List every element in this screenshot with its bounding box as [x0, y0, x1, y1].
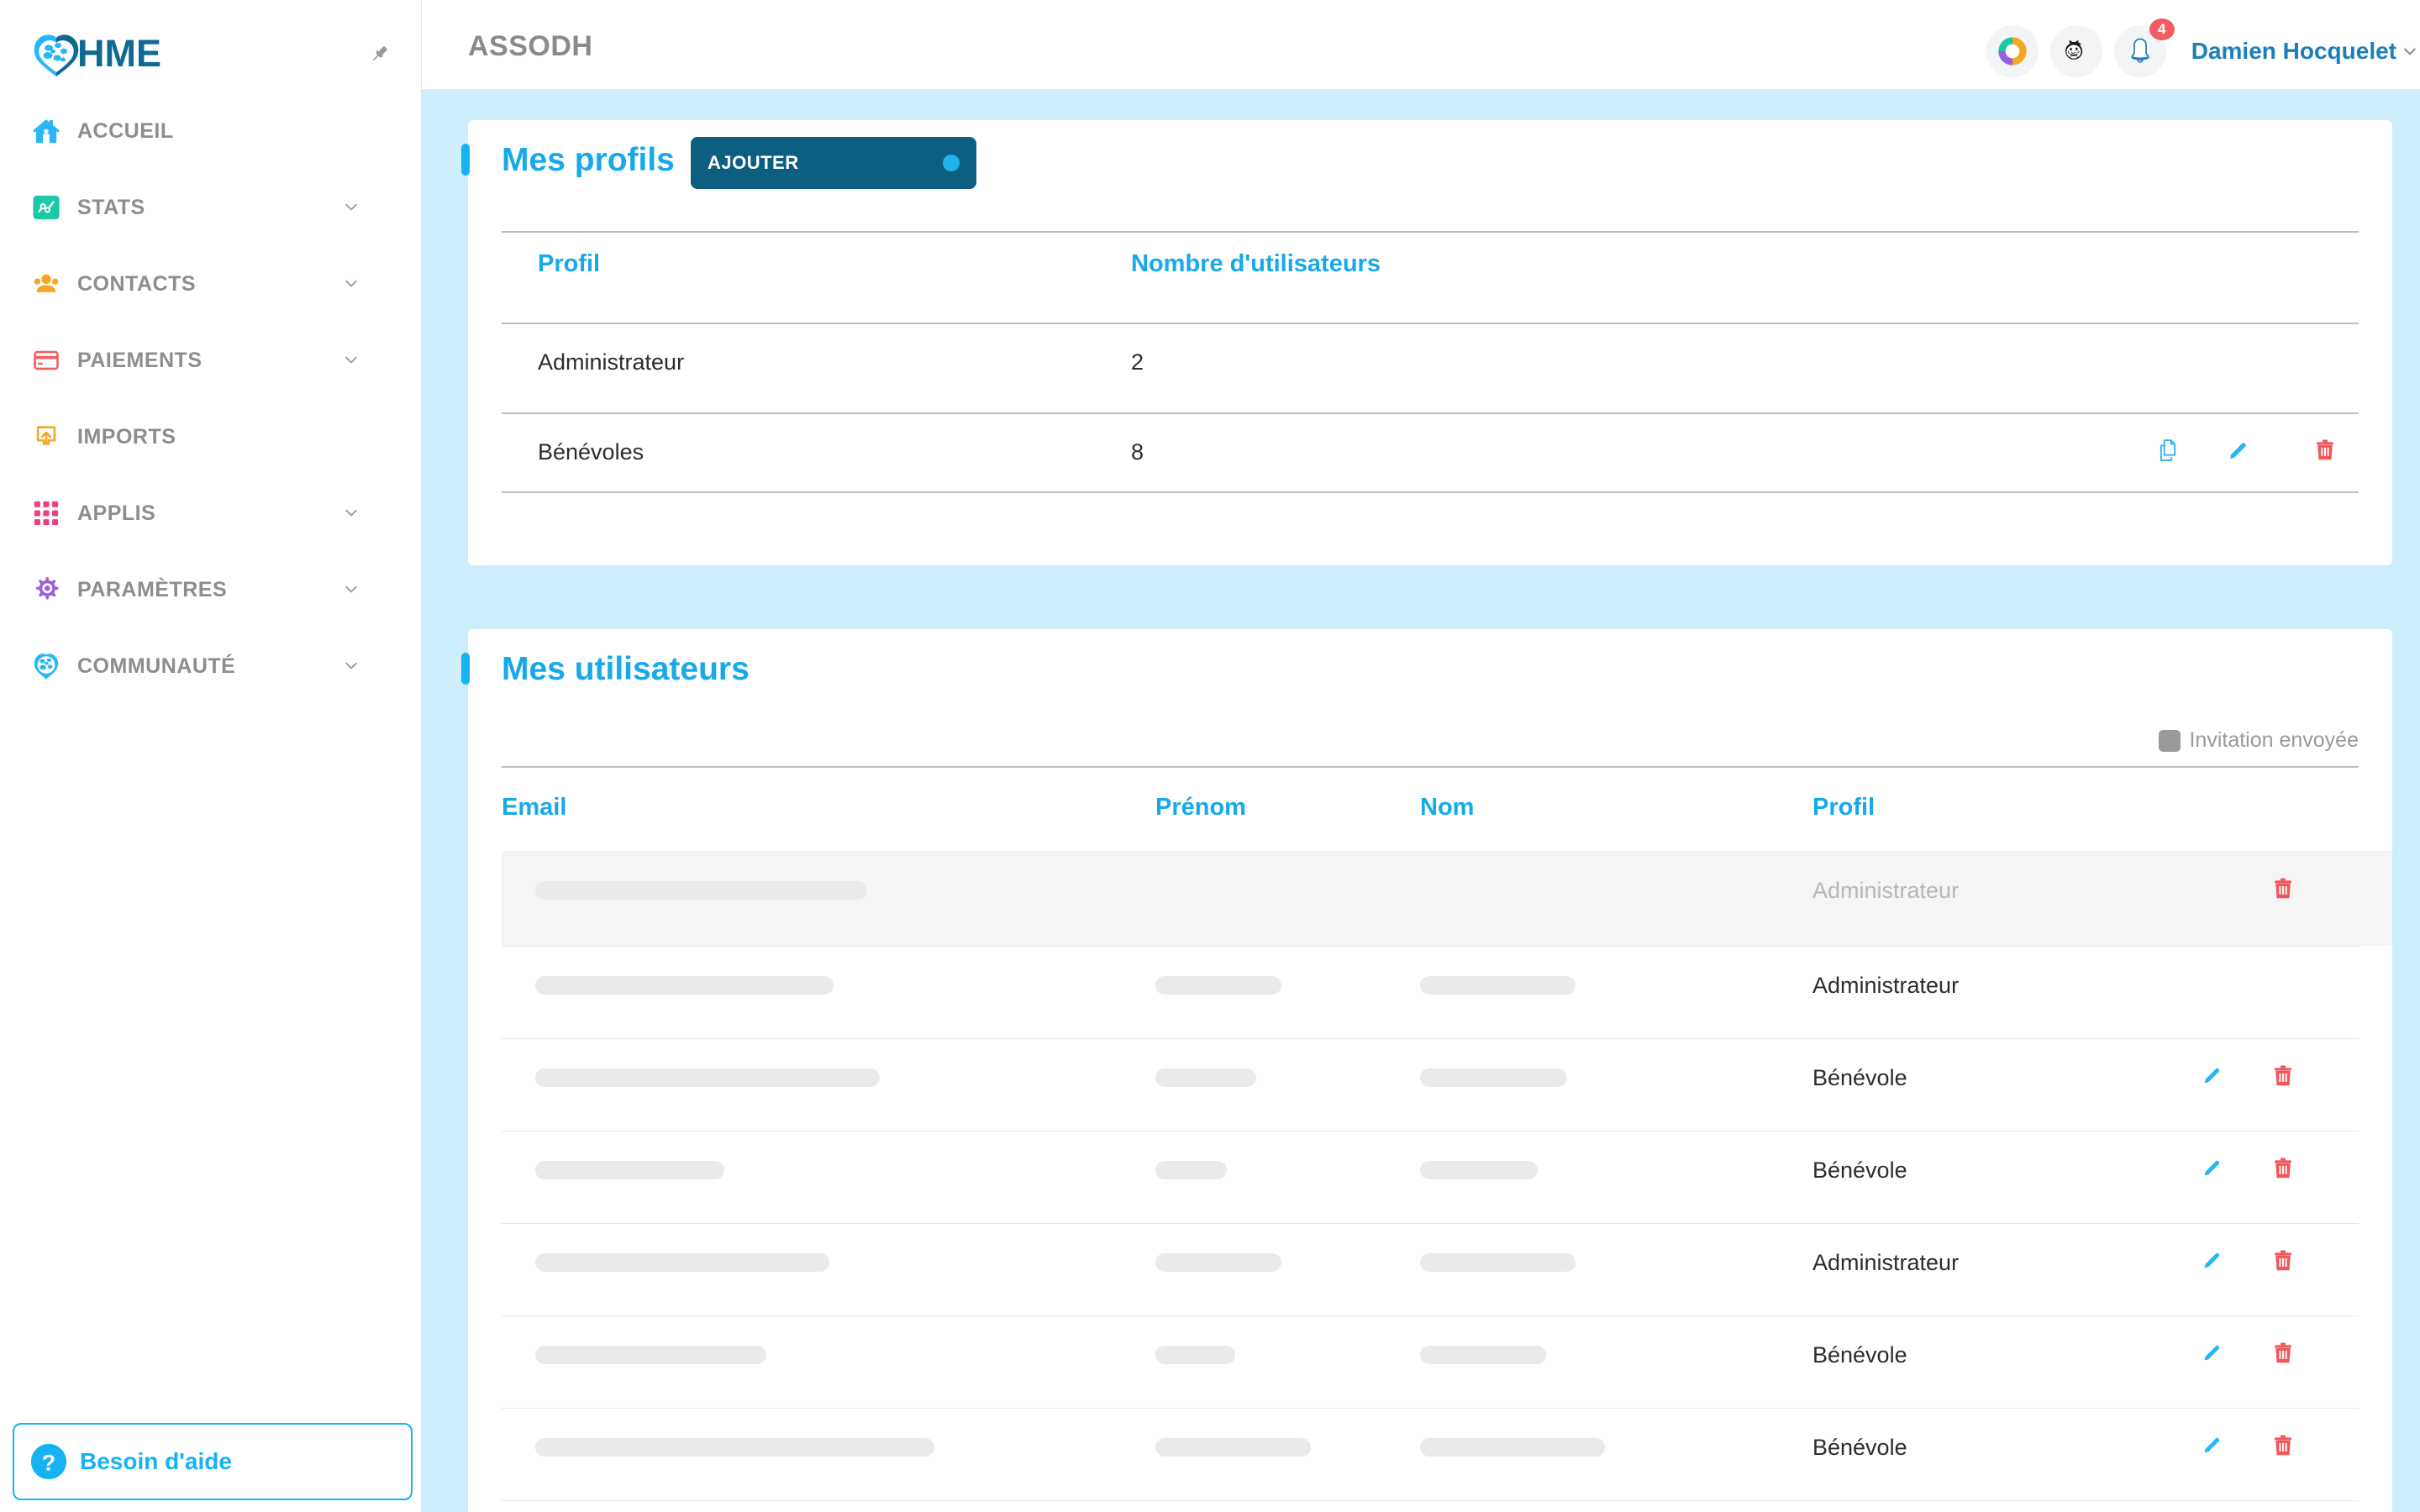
svg-text:HME: HME	[77, 33, 161, 75]
svg-text:?: ?	[42, 1451, 55, 1476]
